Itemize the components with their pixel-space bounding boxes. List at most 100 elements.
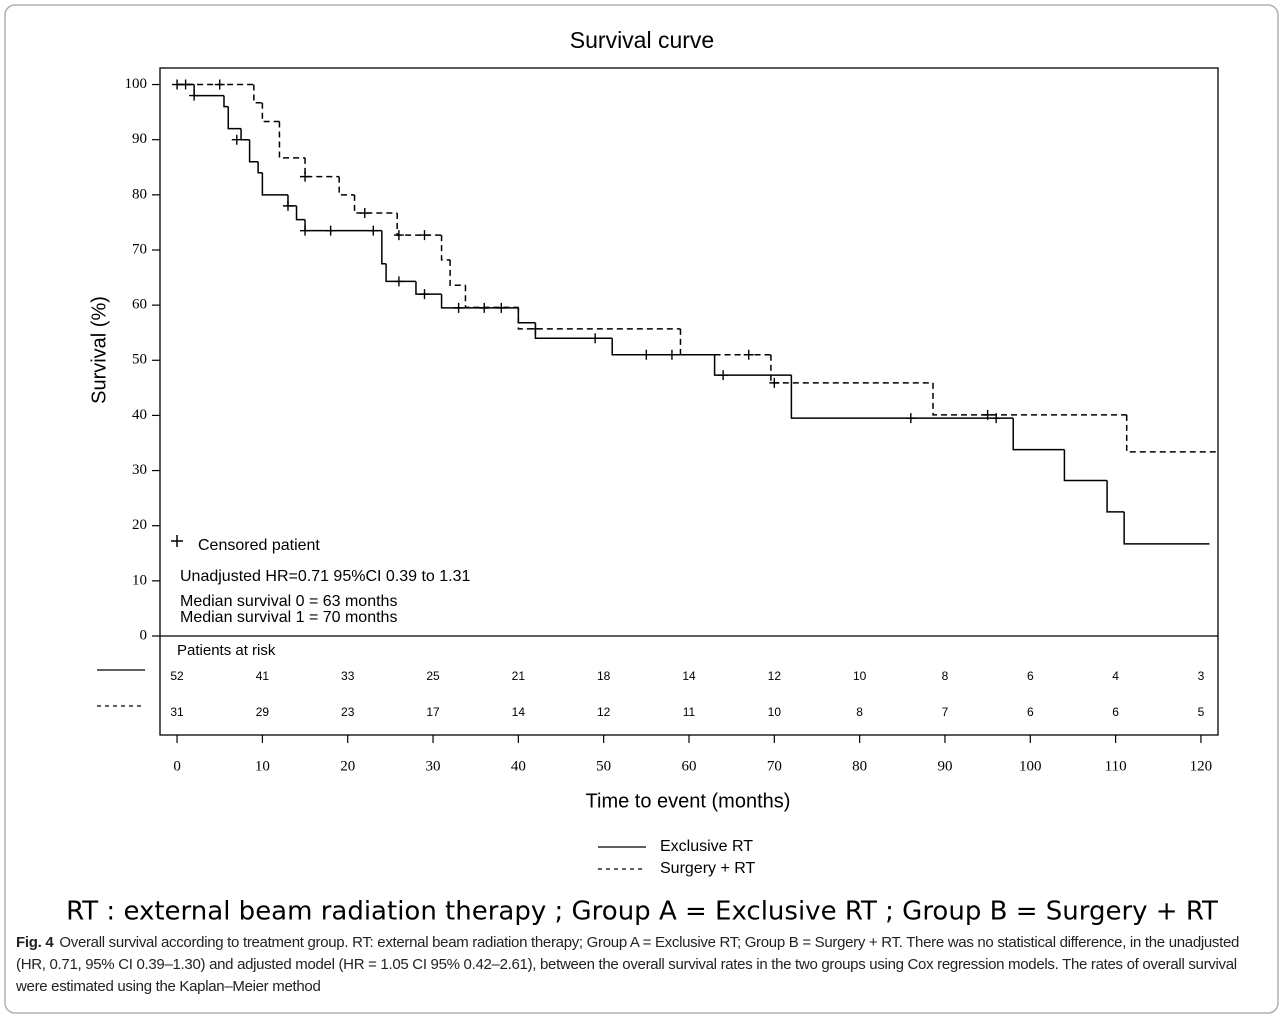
x-tick-label: 0 xyxy=(173,758,181,774)
x-tick-label: 90 xyxy=(937,758,952,774)
risk-table-title: Patients at risk xyxy=(177,642,276,659)
survival-step xyxy=(449,259,466,287)
censor-mark xyxy=(590,333,601,344)
at-risk-count: 6 xyxy=(1027,669,1034,683)
censor-mark xyxy=(189,90,200,101)
censor-mark xyxy=(641,349,652,360)
annotation: Median survival 0 = 63 months xyxy=(180,593,397,610)
caption: Fig. 4 Overall survival according to trea… xyxy=(16,932,1266,998)
censor-mark xyxy=(359,208,370,219)
survival-step xyxy=(1106,480,1125,513)
at-risk-count: 14 xyxy=(682,669,696,683)
y-tick-label: 80 xyxy=(132,186,147,202)
y-tick-label: 30 xyxy=(132,462,147,478)
annotation: Median survival 1 = 70 months xyxy=(180,609,397,626)
x-tick-label: 70 xyxy=(767,758,782,774)
legend-label: Exclusive RT xyxy=(660,838,753,855)
survival-step xyxy=(385,263,416,283)
survival-step xyxy=(287,194,297,207)
censor-mark xyxy=(368,225,379,236)
x-tick-label: 40 xyxy=(511,758,526,774)
y-tick-label: 40 xyxy=(132,407,147,423)
censor-mark xyxy=(231,134,242,145)
x-tick-label: 20 xyxy=(340,758,355,774)
survival-step xyxy=(353,194,398,214)
at-risk-count: 12 xyxy=(768,669,782,683)
survival-step xyxy=(257,161,263,174)
censor-mark xyxy=(214,79,225,90)
survival-step xyxy=(790,375,1014,419)
at-risk-count: 12 xyxy=(597,705,611,719)
at-risk-count: 10 xyxy=(768,705,782,719)
censor-mark xyxy=(172,79,183,90)
censor-mark xyxy=(530,323,541,334)
y-tick-label: 100 xyxy=(125,76,148,92)
at-risk-count: 7 xyxy=(942,705,949,719)
censor-mark xyxy=(419,230,430,241)
survival-step xyxy=(679,328,771,356)
x-tick-label: 120 xyxy=(1190,758,1213,774)
survival-step xyxy=(1063,449,1108,482)
censor-mark xyxy=(769,377,780,388)
at-risk-count: 5 xyxy=(1198,705,1205,719)
at-risk-count: 23 xyxy=(341,705,355,719)
caption-label: Fig. 4 xyxy=(16,934,54,951)
survival-step xyxy=(1125,414,1218,453)
at-risk-count: 21 xyxy=(512,669,526,683)
survival-step xyxy=(1012,418,1065,451)
at-risk-count: 31 xyxy=(170,705,184,719)
at-risk-count: 4 xyxy=(1112,669,1119,683)
at-risk-count: 33 xyxy=(341,669,355,683)
survival-step xyxy=(227,106,242,130)
plot-frame xyxy=(159,67,1219,736)
survival-step xyxy=(338,176,355,196)
figure-border xyxy=(4,4,1279,1014)
survival-step xyxy=(440,235,451,261)
x-tick-label: 10 xyxy=(255,758,270,774)
y-tick-label: 60 xyxy=(132,297,147,313)
survival-step xyxy=(415,281,442,295)
survival-step xyxy=(932,382,1127,416)
censor-mark xyxy=(982,409,993,420)
x-axis-label: Time to event (months) xyxy=(586,790,791,812)
y-tick-label: 0 xyxy=(140,627,148,643)
survival-step xyxy=(440,294,519,309)
survival-step xyxy=(713,354,792,376)
legend-label: Surgery + RT xyxy=(660,860,756,877)
censor-mark xyxy=(282,200,293,211)
censor-mark xyxy=(393,276,404,287)
censor-mark xyxy=(300,171,311,182)
x-tick-label: 60 xyxy=(682,758,697,774)
x-tick-label: 110 xyxy=(1105,758,1127,774)
y-tick-label: 70 xyxy=(132,241,147,257)
survival-step xyxy=(261,102,280,123)
y-tick-label: 20 xyxy=(132,517,147,533)
at-risk-count: 29 xyxy=(256,705,270,719)
at-risk-count: 11 xyxy=(683,705,696,719)
censor-mark xyxy=(453,302,464,313)
y-tick-label: 50 xyxy=(132,352,147,368)
caption-text: Overall survival according to treatment … xyxy=(16,934,1240,995)
survival-step xyxy=(1123,511,1210,545)
annotation: Unadjusted HR=0.71 95%CI 0.39 to 1.31 xyxy=(180,568,471,585)
censor-mark xyxy=(393,230,404,241)
x-tick-label: 30 xyxy=(426,758,441,774)
at-risk-count: 14 xyxy=(512,705,526,719)
at-risk-count: 8 xyxy=(856,705,863,719)
survival-step xyxy=(295,205,306,221)
survival-step xyxy=(517,307,681,330)
subtitle: RT : external beam radiation therapy ; G… xyxy=(66,897,1218,927)
survival-step xyxy=(248,139,259,163)
censor-mark xyxy=(666,349,677,360)
survival-step xyxy=(261,172,288,196)
x-tick-label: 100 xyxy=(1019,758,1042,774)
x-tick-label: 50 xyxy=(596,758,611,774)
censor-legend-label: Censored patient xyxy=(198,537,320,554)
censor-mark xyxy=(300,225,311,236)
survival-step xyxy=(381,230,387,265)
at-risk-count: 8 xyxy=(942,669,949,683)
survival-step xyxy=(304,157,340,178)
y-tick-label: 90 xyxy=(132,131,147,147)
